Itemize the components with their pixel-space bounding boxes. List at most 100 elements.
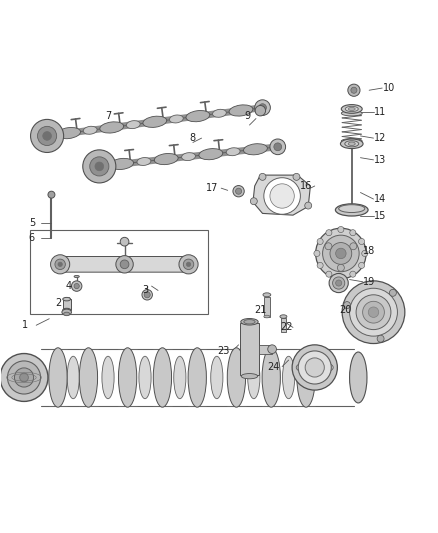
Circle shape [356, 295, 391, 329]
Circle shape [259, 173, 266, 180]
Text: 8: 8 [190, 133, 196, 143]
Circle shape [31, 119, 64, 152]
Ellipse shape [241, 319, 258, 325]
Ellipse shape [336, 204, 368, 216]
Circle shape [264, 177, 300, 214]
Text: 20: 20 [339, 305, 351, 315]
Circle shape [233, 185, 244, 197]
Ellipse shape [248, 356, 260, 399]
Bar [264, 297, 270, 317]
Circle shape [343, 302, 350, 309]
Circle shape [317, 238, 323, 245]
Text: 5: 5 [29, 218, 35, 228]
Circle shape [359, 238, 365, 245]
Ellipse shape [57, 127, 81, 139]
Circle shape [338, 274, 344, 280]
Circle shape [326, 230, 332, 236]
Text: 16: 16 [300, 181, 312, 191]
Circle shape [83, 150, 116, 183]
Text: 14: 14 [374, 194, 386, 204]
Circle shape [363, 301, 385, 323]
Ellipse shape [227, 348, 246, 407]
Ellipse shape [137, 158, 151, 165]
Circle shape [120, 237, 129, 246]
Circle shape [332, 277, 345, 289]
Bar [240, 323, 259, 375]
Ellipse shape [339, 205, 365, 213]
Circle shape [362, 251, 368, 256]
Circle shape [336, 280, 342, 286]
Ellipse shape [67, 356, 79, 399]
Ellipse shape [263, 293, 271, 297]
Circle shape [74, 284, 79, 289]
Ellipse shape [188, 348, 206, 407]
Circle shape [38, 126, 57, 146]
Ellipse shape [341, 104, 362, 114]
Ellipse shape [244, 144, 267, 155]
Circle shape [329, 273, 348, 293]
Circle shape [316, 228, 366, 279]
Text: 18: 18 [363, 246, 375, 256]
Circle shape [58, 262, 62, 266]
Ellipse shape [153, 348, 172, 407]
Circle shape [342, 281, 405, 344]
Circle shape [142, 289, 152, 300]
Text: 23: 23 [217, 346, 230, 357]
Ellipse shape [226, 148, 240, 156]
Circle shape [359, 262, 365, 269]
Text: 21: 21 [254, 305, 267, 315]
Text: 7: 7 [105, 111, 111, 122]
Circle shape [350, 243, 357, 250]
Bar [281, 318, 286, 332]
Circle shape [292, 345, 337, 390]
Circle shape [325, 243, 332, 250]
Circle shape [314, 251, 320, 256]
Circle shape [270, 139, 286, 155]
Circle shape [350, 230, 356, 236]
Polygon shape [253, 175, 311, 215]
Text: 13: 13 [374, 155, 386, 165]
Ellipse shape [92, 163, 106, 171]
Text: 12: 12 [374, 133, 386, 143]
Ellipse shape [182, 152, 195, 160]
Circle shape [71, 281, 82, 292]
Circle shape [179, 255, 198, 274]
Ellipse shape [139, 356, 151, 399]
Circle shape [326, 271, 332, 277]
Ellipse shape [341, 111, 362, 116]
Ellipse shape [170, 115, 183, 123]
Circle shape [144, 292, 150, 298]
Circle shape [368, 307, 379, 318]
Circle shape [43, 132, 51, 140]
Ellipse shape [262, 348, 280, 407]
Circle shape [20, 373, 28, 382]
Ellipse shape [348, 108, 355, 110]
Text: 1: 1 [22, 320, 28, 330]
Circle shape [258, 104, 266, 111]
Circle shape [305, 202, 312, 209]
Text: 9: 9 [244, 111, 251, 122]
Ellipse shape [64, 312, 70, 316]
Circle shape [348, 84, 360, 96]
Circle shape [236, 188, 242, 194]
Text: 6: 6 [29, 233, 35, 243]
Ellipse shape [241, 374, 258, 379]
Circle shape [336, 248, 346, 259]
Text: 2: 2 [55, 298, 61, 309]
Ellipse shape [40, 132, 54, 140]
Ellipse shape [212, 109, 226, 117]
Text: 19: 19 [363, 277, 375, 287]
Ellipse shape [283, 356, 295, 399]
Circle shape [0, 353, 48, 401]
Circle shape [14, 368, 34, 387]
Circle shape [116, 256, 133, 273]
Bar [63, 299, 71, 310]
Polygon shape [259, 345, 272, 353]
Circle shape [338, 227, 344, 232]
Circle shape [322, 235, 359, 272]
Ellipse shape [126, 120, 140, 128]
Bar [30, 230, 208, 314]
Text: 4: 4 [66, 281, 72, 291]
Ellipse shape [345, 107, 358, 111]
Ellipse shape [63, 308, 71, 312]
